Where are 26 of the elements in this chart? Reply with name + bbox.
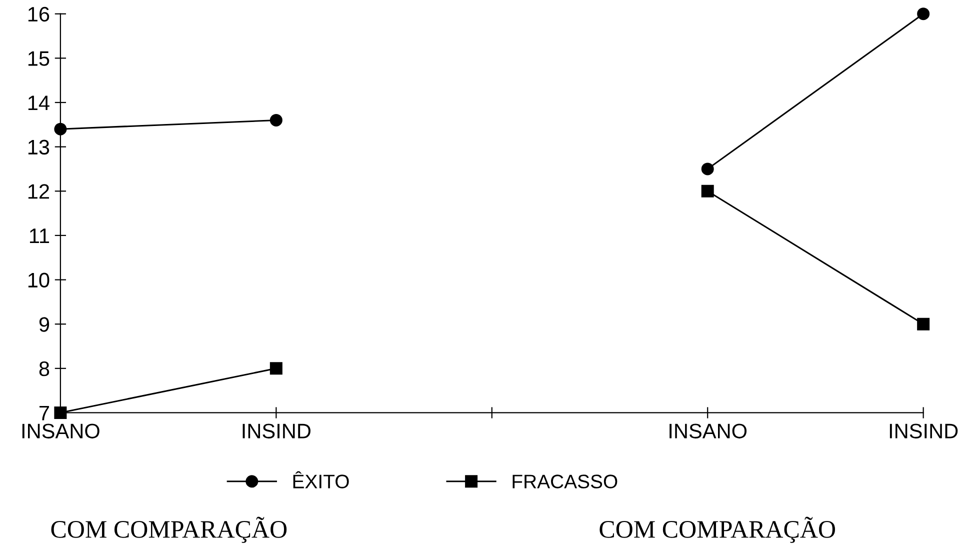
y-tick-label: 16	[28, 6, 50, 22]
point	[54, 406, 67, 419]
x-tick-label: INSIND	[890, 424, 958, 438]
point	[917, 8, 930, 20]
point	[270, 114, 282, 126]
y-tick-label: 14	[28, 96, 50, 110]
y-tick-label: 13	[28, 140, 50, 155]
y-tick-label: 8	[39, 361, 50, 376]
x-tick-label: INSANO	[22, 424, 100, 438]
x-tick-label: INSANO	[670, 424, 747, 438]
y-tick-label: 11	[30, 228, 50, 243]
point	[701, 162, 714, 176]
y-tick-label: 7	[40, 406, 49, 420]
point	[917, 318, 930, 330]
x-tick-label: INSIND	[242, 424, 310, 438]
y-tick-label: 9	[39, 317, 50, 332]
point	[54, 122, 67, 136]
point	[270, 362, 282, 375]
legend-label: FRACASSO	[512, 474, 618, 488]
text: COM COMPARAÇÃO	[600, 516, 836, 543]
text: COM COMPARAÇÃO	[51, 516, 287, 543]
y-tick-label: 12	[28, 184, 49, 199]
y-tick-label: 10	[28, 272, 50, 288]
y-tick-label: 15	[28, 51, 50, 66]
legend-label: ÊXITO	[293, 471, 349, 488]
point	[701, 184, 714, 198]
